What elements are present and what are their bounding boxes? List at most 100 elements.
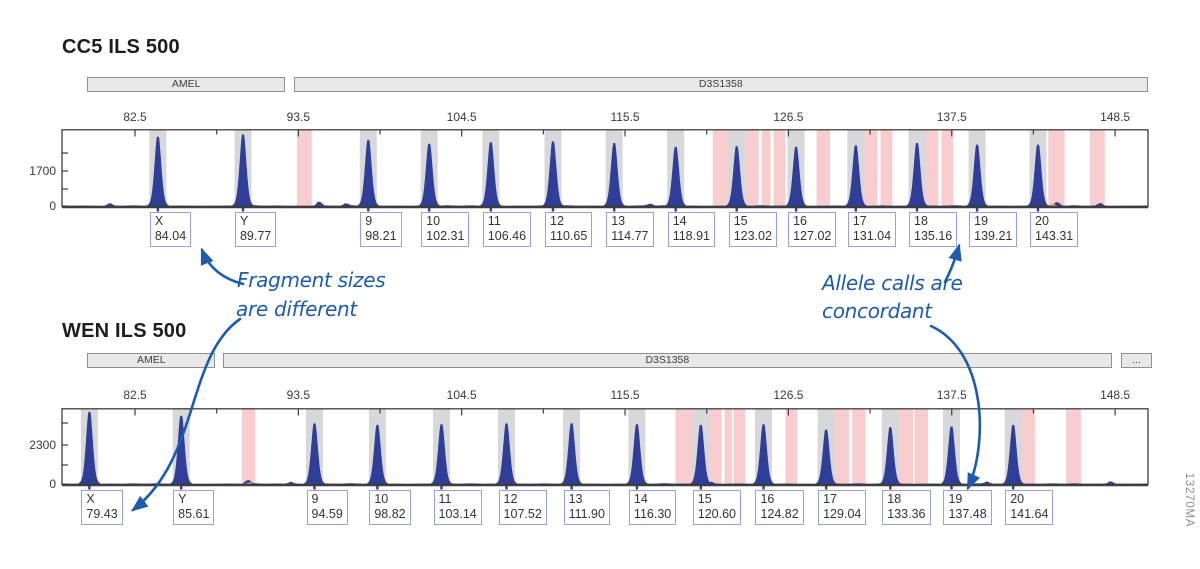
fragment-size: 85.61 bbox=[178, 507, 210, 521]
fragment-size: 107.52 bbox=[503, 507, 542, 521]
allele-peak bbox=[844, 145, 867, 207]
x-tick-label: 148.5 bbox=[1100, 388, 1131, 402]
fragment-size: 133.36 bbox=[887, 507, 926, 521]
allele-label-box: 9 94.59 bbox=[306, 490, 348, 525]
allele-label-box: 17 131.04 bbox=[847, 212, 897, 247]
peak-tick bbox=[735, 207, 738, 212]
electropherogram-plot bbox=[61, 129, 1149, 212]
allele-call: 15 bbox=[697, 492, 712, 506]
fragment-size: 123.02 bbox=[733, 229, 772, 243]
allele-call: 11 bbox=[487, 214, 501, 228]
allele-peak bbox=[1002, 424, 1025, 485]
fragment-size: 124.82 bbox=[760, 507, 799, 521]
x-tick-label: 82.5 bbox=[123, 388, 147, 402]
allele-call: 17 bbox=[852, 214, 867, 228]
pink-bin bbox=[862, 130, 878, 207]
peak-tick bbox=[889, 485, 892, 490]
allele-call: 18 bbox=[914, 214, 928, 228]
y-axis-max-label-bottom: 2300 bbox=[29, 438, 56, 452]
x-tick-label: 115.5 bbox=[610, 388, 640, 402]
allele-call: 10 bbox=[374, 492, 389, 506]
pink-bin bbox=[896, 409, 914, 485]
fragment-size: 98.21 bbox=[365, 229, 397, 243]
peak-tick bbox=[88, 485, 91, 490]
peak-tick bbox=[551, 207, 555, 212]
pink-bin bbox=[785, 409, 798, 485]
allele-peak bbox=[146, 136, 169, 207]
pink-bin bbox=[296, 130, 312, 207]
allele-peak bbox=[966, 144, 989, 207]
allele-label-box: 9 98.21 bbox=[360, 212, 402, 247]
allele-call: 17 bbox=[823, 492, 838, 506]
allele-label-box: X 79.43 bbox=[81, 490, 123, 525]
pink-bin bbox=[816, 130, 830, 207]
allele-label-box: Y 85.61 bbox=[173, 490, 215, 525]
fragment-size: 89.77 bbox=[239, 229, 272, 243]
allele-peak bbox=[752, 424, 775, 485]
allele-label-box: 19 139.21 bbox=[969, 212, 1018, 247]
allele-peak bbox=[785, 146, 808, 207]
allele-peak bbox=[560, 423, 583, 485]
x-tick-label: 126.5 bbox=[773, 388, 804, 402]
allele-peak bbox=[689, 424, 712, 485]
pink-bin bbox=[914, 409, 928, 485]
x-tick-label: 82.5 bbox=[123, 110, 147, 124]
fragment-size: 106.46 bbox=[487, 229, 527, 243]
peak-tick bbox=[699, 485, 702, 490]
fragment-size: 118.91 bbox=[672, 229, 710, 243]
peak-tick bbox=[440, 485, 443, 490]
x-tick-label: 126.5 bbox=[773, 110, 804, 124]
fragment-size: 137.48 bbox=[948, 507, 987, 521]
allele-call: 14 bbox=[672, 214, 687, 228]
x-tick-label: 104.5 bbox=[446, 110, 477, 124]
allele-call: 12 bbox=[503, 492, 518, 506]
x-tick-label: 104.5 bbox=[446, 388, 477, 402]
allele-call: 16 bbox=[793, 214, 808, 228]
peak-tick bbox=[156, 207, 160, 212]
pink-bin bbox=[724, 409, 732, 485]
peak-tick bbox=[854, 207, 857, 212]
allele-label-box: 19 137.48 bbox=[943, 490, 992, 525]
peak-tick bbox=[762, 485, 765, 490]
pink-bin bbox=[1089, 130, 1105, 207]
fragment-size: 79.43 bbox=[86, 507, 118, 521]
fragment-size: 131.04 bbox=[852, 229, 892, 243]
allele-label-box: 16 124.82 bbox=[755, 490, 804, 525]
allele-call: 14 bbox=[633, 492, 648, 506]
allele-label-box: Y 89.77 bbox=[234, 212, 277, 247]
allele-call: 20 bbox=[1035, 214, 1049, 228]
allele-call: 12 bbox=[550, 214, 564, 228]
allele-label-box: 18 133.36 bbox=[882, 490, 931, 525]
electropherogram-plot bbox=[61, 408, 1149, 490]
allele-peak bbox=[303, 423, 326, 485]
allele-label-box: 18 135.16 bbox=[909, 212, 958, 247]
marker-bar-: ... bbox=[1121, 353, 1153, 368]
allele-call: 19 bbox=[974, 214, 989, 228]
allele-call: 20 bbox=[1010, 492, 1025, 506]
pink-bin bbox=[923, 130, 939, 207]
peak-tick bbox=[489, 207, 492, 212]
allele-peak bbox=[232, 134, 254, 207]
allele-call: 13 bbox=[611, 214, 626, 228]
allele-peak bbox=[479, 142, 502, 207]
peak-tick bbox=[915, 207, 919, 212]
allele-label-box: 20 141.64 bbox=[1005, 490, 1054, 525]
allele-label-box: 14 118.91 bbox=[667, 212, 715, 247]
marker-bar-AMEL: AMEL bbox=[87, 77, 285, 92]
pink-bin bbox=[941, 130, 954, 207]
pink-bin bbox=[1021, 409, 1035, 485]
allele-call: 13 bbox=[568, 492, 583, 506]
y-axis-zero-label-bottom: 0 bbox=[49, 477, 56, 491]
allele-peak bbox=[879, 427, 902, 485]
fragment-size: 98.82 bbox=[374, 507, 406, 521]
allele-label-box: 15 123.02 bbox=[728, 212, 777, 247]
x-tick-label: 137.5 bbox=[936, 110, 967, 124]
allele-label-box: 13 111.90 bbox=[563, 490, 610, 525]
panel-title-cc5: CC5 ILS 500 bbox=[62, 36, 180, 58]
peak-tick bbox=[505, 485, 508, 490]
peak-tick bbox=[570, 485, 573, 490]
allele-label-box: 16 127.02 bbox=[788, 212, 837, 247]
allele-call: X bbox=[86, 492, 95, 506]
peak-tick bbox=[1012, 485, 1015, 490]
allele-call: 9 bbox=[365, 214, 373, 228]
